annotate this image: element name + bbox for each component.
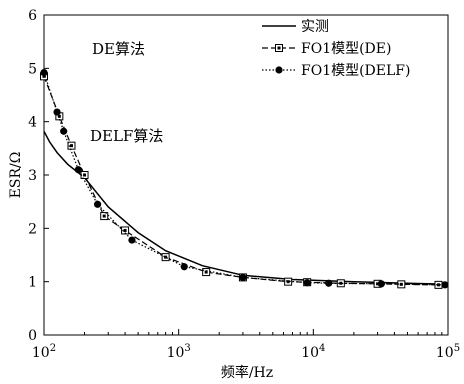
data-point <box>377 280 385 288</box>
square-marker-center <box>277 46 281 50</box>
series-2 <box>40 72 443 289</box>
square-marker-center <box>42 74 46 78</box>
data-point <box>53 108 61 116</box>
y-tick-label: 6 <box>28 8 37 24</box>
x-tick-label: 105 <box>436 343 460 361</box>
y-tick-label: 2 <box>28 221 37 237</box>
square-marker-center <box>204 270 208 274</box>
data-point <box>80 171 89 179</box>
data-point <box>180 263 188 271</box>
y-tick-label: 3 <box>28 168 37 184</box>
series-3 <box>40 69 449 289</box>
annotation-delf: DELF算法 <box>90 127 163 145</box>
data-point <box>441 281 449 289</box>
data-point <box>325 279 333 287</box>
axes: 0 1 2 3 4 5 6 102 103 104 105 <box>28 8 460 361</box>
series-line <box>43 130 449 286</box>
data-point <box>100 212 109 221</box>
data-point <box>60 127 68 135</box>
series-line <box>43 72 446 286</box>
data-point <box>239 273 247 281</box>
y-tick-label: 1 <box>28 275 37 291</box>
square-marker-center <box>102 214 106 218</box>
y-axis-label: ESR/Ω <box>8 152 24 199</box>
x-tick-label: 104 <box>301 343 325 361</box>
x-axis-label: 频率/Hz <box>221 364 273 381</box>
annotation-de: DE算法 <box>92 40 145 58</box>
series-line <box>43 76 439 286</box>
square-marker-center <box>436 283 440 287</box>
square-marker-center <box>339 281 343 285</box>
y-tick-label: 0 <box>28 328 37 344</box>
y-tick-label: 4 <box>28 115 37 131</box>
square-marker-center <box>69 144 73 148</box>
legend: 实测 FO1模型(DE) FO1模型(DELF) <box>262 19 410 79</box>
data-point <box>74 166 82 174</box>
data-point <box>121 226 130 235</box>
data-point <box>202 268 211 277</box>
data-point <box>40 69 48 77</box>
data-point <box>336 279 345 288</box>
data-point <box>161 253 170 262</box>
data-point <box>284 277 293 286</box>
legend-label: FO1模型(DE) <box>301 41 391 57</box>
series-1 <box>43 130 449 286</box>
data-point <box>128 236 136 244</box>
x-tick-label: 103 <box>167 343 191 361</box>
square-marker-center <box>57 114 61 118</box>
series-layer <box>40 69 449 289</box>
data-point <box>303 279 311 287</box>
legend-marker <box>275 44 283 52</box>
legend-marker <box>275 66 283 74</box>
legend-label: 实测 <box>301 19 329 35</box>
data-point <box>67 141 76 150</box>
square-marker-center <box>286 280 290 284</box>
data-point <box>93 200 102 208</box>
square-marker-center <box>123 228 127 232</box>
y-tick-label: 5 <box>28 61 37 77</box>
legend-label: FO1模型(DELF) <box>301 63 410 79</box>
square-marker-center <box>83 173 87 177</box>
x-tick-label: 102 <box>32 343 56 361</box>
square-marker-center <box>164 255 168 259</box>
